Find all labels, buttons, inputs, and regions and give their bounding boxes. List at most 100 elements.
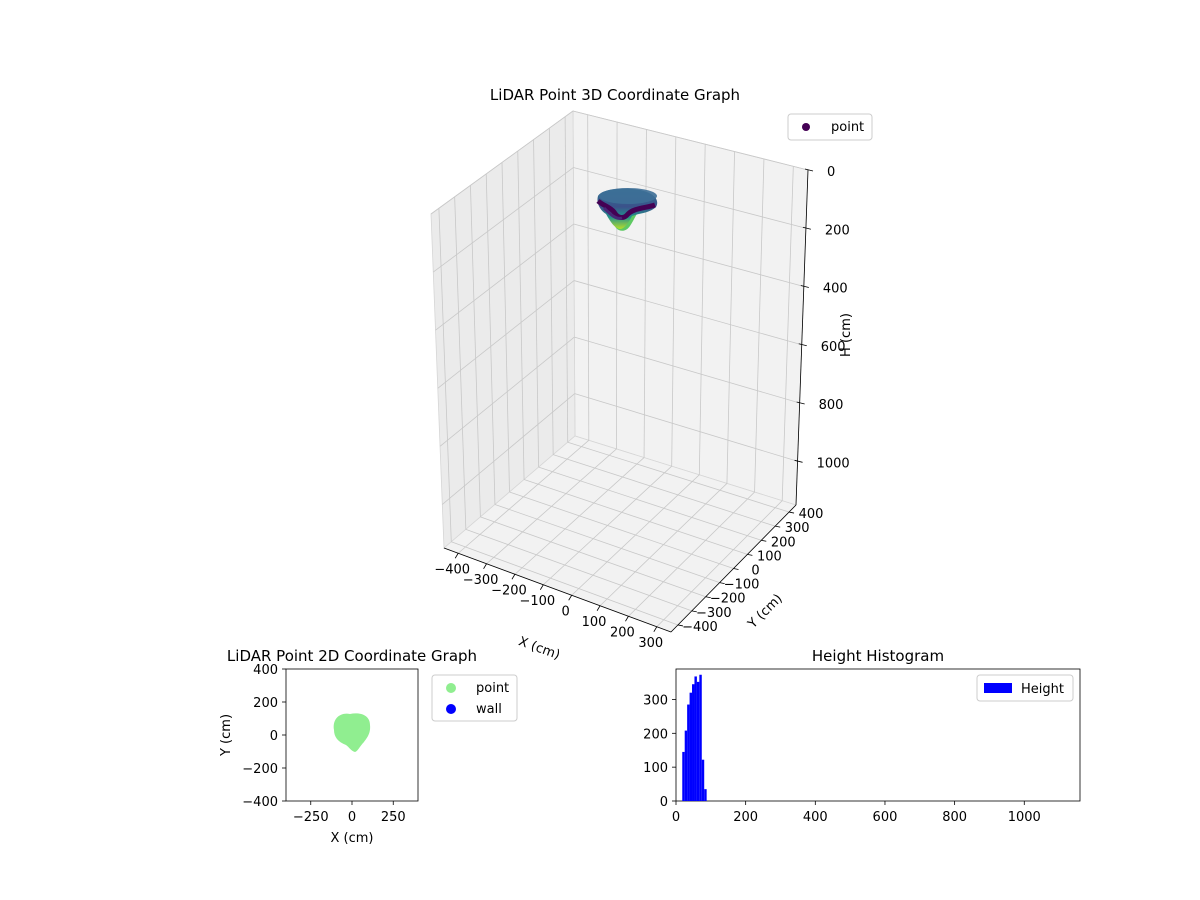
x-tick-label-hist: 0 — [672, 810, 680, 825]
x-axis-line — [443, 547, 672, 633]
grid-back-z — [574, 336, 800, 404]
grid-left-y — [548, 128, 554, 455]
histogram-bar — [682, 751, 685, 801]
grid-left-y — [501, 162, 510, 493]
grid-3d — [430, 110, 809, 628]
grid-back-x — [754, 158, 765, 493]
x-tick-label-3d: 0 — [562, 604, 570, 619]
z-axis-line — [795, 169, 809, 506]
z-tick-mark — [796, 401, 805, 405]
x-tick-label-hist: 800 — [942, 810, 967, 825]
y-tick-label-3d: 300 — [785, 521, 810, 536]
grid-left-y — [564, 116, 569, 443]
x-axis-label-2d: X (cm) — [331, 831, 374, 846]
y-tick-label-hist: 0 — [660, 795, 668, 810]
z-tick-mark — [794, 459, 803, 463]
grid-floor-y — [509, 491, 734, 569]
x-tick-mark — [511, 574, 516, 580]
histogram-bars — [682, 674, 707, 801]
grid-back-z — [573, 223, 804, 287]
ticks-3d: −400−300−200−1000100200300−400−300−200−1… — [434, 165, 849, 651]
grid-back-x — [587, 114, 590, 441]
histogram-bar — [701, 759, 705, 801]
grid-back-x — [781, 166, 794, 501]
x-tick-label-hist: 1000 — [1008, 810, 1041, 825]
grid-back-x — [726, 151, 735, 484]
y-tick-label-2d: −200 — [242, 762, 278, 777]
point-cloud-band-2 — [602, 206, 623, 220]
y-tick-label-3d: 100 — [757, 549, 782, 564]
grid-left-y — [517, 151, 525, 480]
x-tick-label-hist: 200 — [733, 810, 758, 825]
ticks-2d: −250 0 250 −400 −200 0 200 400 — [242, 663, 405, 825]
x-tick-label-3d: 200 — [610, 625, 635, 640]
y-tick-label-hist: 300 — [643, 693, 668, 708]
y-tick-label-3d: −300 — [696, 606, 732, 621]
grid-left-z — [437, 280, 575, 389]
y-tick-mark — [677, 624, 684, 627]
grid-back-x — [616, 122, 618, 449]
x-tick-label-3d: 100 — [582, 615, 607, 630]
x-tick-label-3d: 300 — [638, 636, 663, 651]
x-tick-label-3d: −300 — [463, 573, 499, 588]
x-tick-label-3d: −100 — [519, 594, 555, 609]
grid-back-x — [698, 144, 706, 475]
z-axis-label-3d: H (cm) — [839, 313, 854, 357]
x-tick-label-3d: −200 — [491, 583, 527, 598]
legend-3d-label-point: point — [831, 120, 864, 135]
x-tick-mark — [596, 605, 601, 611]
grid-back-z — [573, 167, 807, 229]
legend-2d: point wall — [431, 674, 518, 722]
grid-left-z — [439, 336, 575, 447]
y-tick-label-3d: 200 — [771, 535, 796, 550]
grid-left-z — [430, 110, 574, 215]
z-tick-mark — [800, 285, 809, 288]
z-tick-label-3d: 800 — [819, 398, 844, 413]
legend-histogram: Height — [976, 674, 1074, 702]
histogram-bar — [696, 681, 700, 801]
grid-back-z — [572, 110, 809, 171]
grid-floor-y — [451, 541, 679, 626]
y-tick-label-3d: −200 — [710, 592, 746, 607]
y-tick-label-3d: −100 — [724, 578, 760, 593]
grid-floor-y — [523, 479, 748, 555]
x-tick-mark — [539, 584, 544, 590]
grid-floor-y — [465, 528, 692, 612]
grid-back-x — [643, 129, 647, 458]
legend-3d-frame — [787, 113, 873, 141]
point-region-2d — [333, 713, 371, 752]
z-tick-label-3d: 200 — [825, 223, 850, 238]
x-tick-label-2d: −250 — [293, 810, 329, 825]
histogram-bar — [704, 789, 707, 801]
grid-left-z — [435, 223, 574, 331]
x-tick-label-hist: 600 — [873, 810, 898, 825]
y-tick-label-2d: 200 — [253, 696, 278, 711]
z-tick-label-3d: 600 — [821, 340, 846, 355]
histogram-bar — [684, 730, 688, 801]
pane-back — [572, 110, 809, 506]
grid-floor-y — [538, 466, 762, 541]
grid-back-z — [573, 280, 802, 346]
grid-left-y — [485, 173, 496, 505]
legend-histogram-frame — [976, 674, 1074, 702]
y-tick-mark — [788, 511, 795, 514]
x-tick-label-3d: −400 — [434, 562, 470, 577]
grid-floor-y — [553, 454, 776, 527]
y-tick-label-2d: 400 — [253, 663, 278, 678]
histogram-bar — [687, 704, 690, 801]
y-tick-label-hist: 100 — [643, 761, 668, 776]
plot-histogram: Height Histogram 0 200 400 600 800 1000 0 100 20… — [643, 647, 1081, 825]
histogram-bar — [692, 684, 695, 801]
y-tick-mark — [705, 596, 711, 599]
y-tick-label-3d: 0 — [751, 564, 759, 579]
x-tick-label-2d: 0 — [348, 810, 356, 825]
x-tick-mark — [483, 563, 487, 569]
z-tick-label-3d: 0 — [827, 165, 835, 180]
y-tick-mark — [733, 568, 739, 570]
grid-back-z — [574, 393, 798, 462]
ticks-histogram: 0 200 400 600 800 1000 0 100 200 300 — [643, 693, 1041, 825]
histogram-bar — [694, 676, 697, 801]
y-tick-mark — [691, 610, 697, 613]
histogram-bar — [689, 692, 693, 801]
